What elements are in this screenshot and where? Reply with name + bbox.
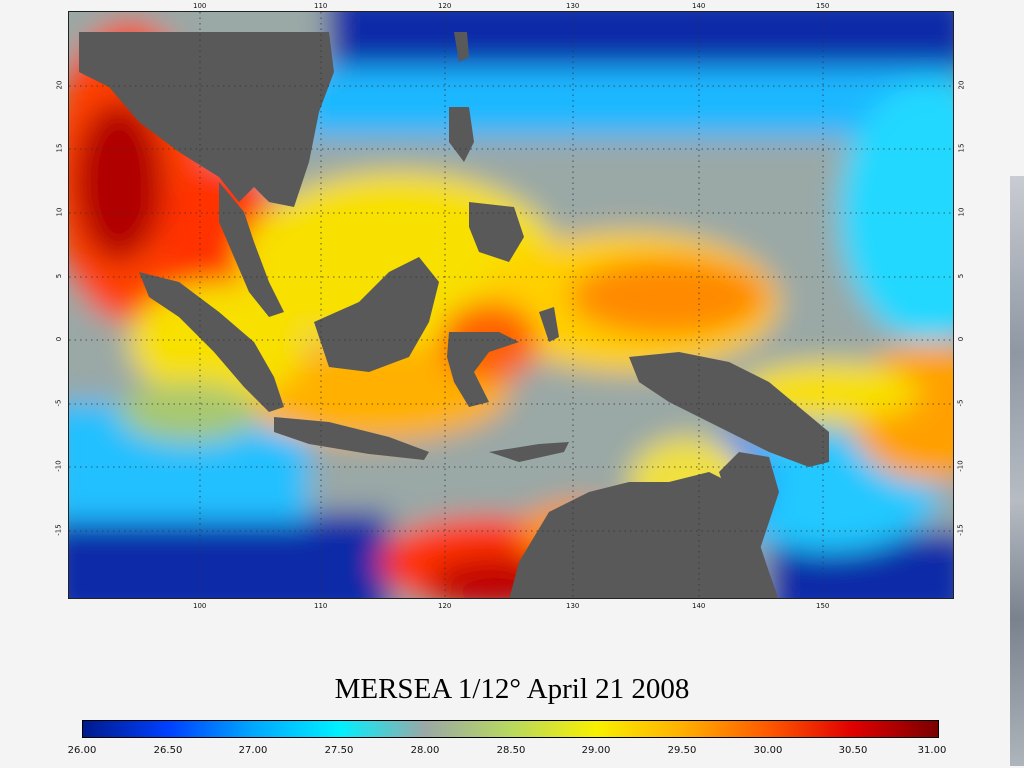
sst-map-canvas xyxy=(69,12,953,598)
colorbar-label: 29.50 xyxy=(667,745,697,756)
colorbar-label: 27.00 xyxy=(238,745,268,756)
lon-tick-top: 150 xyxy=(816,2,830,10)
land-halmahera xyxy=(539,307,559,342)
lat-tick-right: 5 xyxy=(957,273,966,279)
land-sumatra xyxy=(139,272,284,412)
lat-tick-left: -5 xyxy=(54,399,63,407)
lon-tick-top: 140 xyxy=(692,2,706,10)
lat-tick-left: 0 xyxy=(55,336,64,342)
lat-tick-right: -10 xyxy=(956,460,965,472)
land-taiwan xyxy=(454,32,469,62)
land-malay-peninsula xyxy=(219,182,284,317)
land-masses xyxy=(79,32,829,598)
land-indochina xyxy=(79,32,334,207)
sst-map xyxy=(68,11,954,599)
colorbar-label: 26.00 xyxy=(67,745,97,756)
lon-tick-top: 110 xyxy=(314,2,328,10)
colorbar-label: 30.50 xyxy=(838,745,868,756)
lon-tick-bottom: 150 xyxy=(816,602,830,610)
lat-tick-right: -5 xyxy=(956,399,965,407)
map-title: MERSEA 1/12° April 21 2008 xyxy=(334,673,690,705)
lat-tick-right: 20 xyxy=(957,80,966,90)
lon-tick-bottom: 130 xyxy=(566,602,580,610)
graticule xyxy=(69,12,953,598)
land-new-guinea xyxy=(629,352,829,467)
colorbar-label: 28.50 xyxy=(496,745,526,756)
lat-tick-left: 5 xyxy=(55,273,64,279)
lon-tick-top: 100 xyxy=(193,2,207,10)
lon-tick-top: 130 xyxy=(566,2,580,10)
land-sulawesi xyxy=(447,332,519,407)
lat-tick-left: -15 xyxy=(54,524,63,536)
land-java xyxy=(274,417,429,460)
lon-tick-bottom: 120 xyxy=(438,602,452,610)
colorbar-label: 31.00 xyxy=(917,745,947,756)
lon-tick-bottom: 110 xyxy=(314,602,328,610)
colorbar-label: 29.00 xyxy=(581,745,611,756)
lat-tick-left: 10 xyxy=(55,207,64,217)
lat-tick-left: -10 xyxy=(54,460,63,472)
lat-tick-left: 20 xyxy=(55,80,64,90)
lat-tick-right: 10 xyxy=(957,207,966,217)
land-philippines-luzon xyxy=(449,107,474,162)
temperature-colorbar xyxy=(82,720,939,738)
lat-tick-right: -15 xyxy=(956,524,965,536)
background-photo-strip xyxy=(1010,176,1024,766)
lat-tick-right: 15 xyxy=(957,143,966,153)
lat-tick-right: 0 xyxy=(957,336,966,342)
colorbar-label: 30.00 xyxy=(753,745,783,756)
lon-tick-bottom: 140 xyxy=(692,602,706,610)
colorbar-label: 28.00 xyxy=(410,745,440,756)
land-philippines-mindanao xyxy=(469,202,524,262)
lat-tick-left: 15 xyxy=(55,143,64,153)
colorbar-label: 26.50 xyxy=(153,745,183,756)
land-timor xyxy=(489,442,569,462)
lon-tick-top: 120 xyxy=(438,2,452,10)
lon-tick-bottom: 100 xyxy=(193,602,207,610)
land-australia xyxy=(509,472,779,598)
colorbar-label: 27.50 xyxy=(324,745,354,756)
land-cape-york xyxy=(719,452,779,552)
land-borneo xyxy=(314,257,439,372)
